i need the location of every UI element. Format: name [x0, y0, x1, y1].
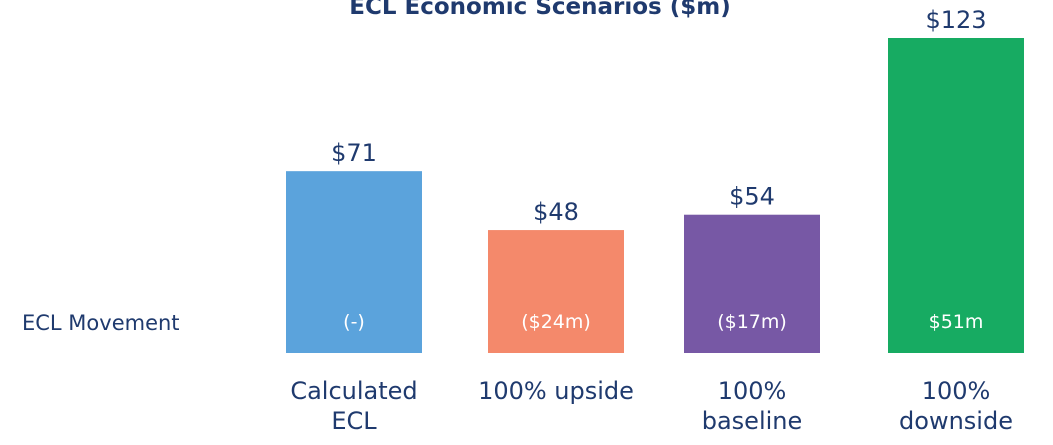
bar — [888, 38, 1024, 353]
value-label: $54 — [729, 183, 775, 211]
bar — [286, 171, 422, 353]
bar — [488, 230, 624, 353]
movement-label: (-) — [343, 311, 365, 333]
category-label: Calculated ECL — [290, 377, 418, 435]
movement-label: ($24m) — [521, 311, 591, 333]
movement-label: $51m — [929, 311, 984, 333]
value-label: $123 — [925, 6, 986, 34]
bar — [684, 214, 820, 353]
value-label: $71 — [331, 139, 377, 167]
category-label: 100% upside — [478, 377, 634, 405]
value-label: $48 — [533, 198, 579, 226]
chart-title: ECL Economic Scenarios ($m) — [349, 0, 730, 20]
category-label: 100% baseline — [701, 377, 803, 435]
row-label: ECL Movement — [22, 311, 180, 335]
movement-label: ($17m) — [717, 311, 787, 333]
category-label: 100% downside — [899, 377, 1013, 435]
